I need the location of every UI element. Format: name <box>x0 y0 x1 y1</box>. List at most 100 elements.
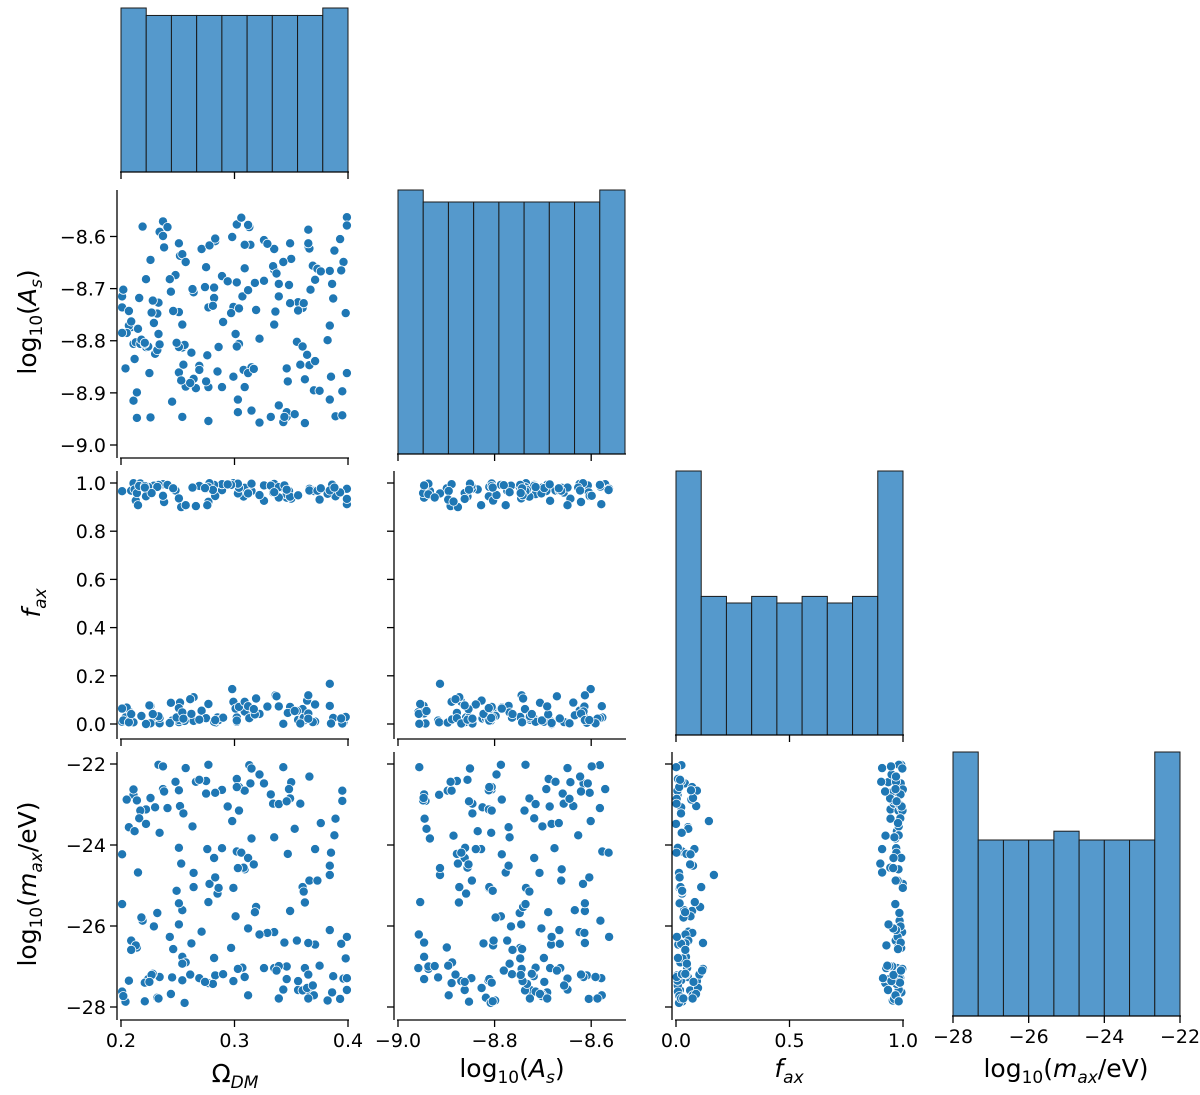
point-fax-omega-169 <box>281 484 292 495</box>
hist-bar-fax-6 <box>826 602 854 736</box>
point-max-omega-131 <box>140 818 151 829</box>
point-max-omega-55 <box>239 972 250 983</box>
point-as-omega-106 <box>324 265 335 276</box>
point-as-omega-161 <box>293 305 304 316</box>
point-as-omega-75 <box>310 274 321 285</box>
point-max-omega-37 <box>337 795 348 806</box>
point-as-omega-24 <box>328 293 339 304</box>
point-as-omega-39 <box>305 284 316 295</box>
point-max-as-175 <box>524 993 535 1004</box>
panel-fax-vs-as <box>387 471 626 746</box>
hist-bar-fax-4 <box>776 602 803 736</box>
point-as-omega-68 <box>258 275 269 286</box>
point-max-as-98 <box>414 762 425 773</box>
point-max-fax-178 <box>888 970 899 981</box>
point-as-omega-170 <box>194 364 205 375</box>
point-max-fax-2 <box>703 816 714 827</box>
hist-bar-max-7 <box>1129 839 1156 1017</box>
hist-bar-omega-5 <box>246 14 273 173</box>
point-max-as-82 <box>519 805 530 816</box>
panel-as-vs-as <box>397 189 626 461</box>
point-max-as-134 <box>450 969 461 980</box>
point-max-omega-120 <box>202 844 213 855</box>
hist-bar-as-3 <box>473 201 500 455</box>
point-max-as-53 <box>595 915 606 926</box>
hist-bar-max-0 <box>952 751 979 1017</box>
hist-bar-omega-3 <box>196 14 223 173</box>
point-as-omega-124 <box>118 284 129 295</box>
point-as-omega-2 <box>227 231 238 242</box>
point-max-omega-159 <box>222 801 233 812</box>
point-max-as-107 <box>529 813 540 824</box>
x-tick-label: −24 <box>1084 1026 1124 1048</box>
point-max-omega-110 <box>246 763 257 774</box>
point-max-as-141 <box>486 977 497 988</box>
y-tick-label: −26 <box>66 916 106 938</box>
point-max-omega-79 <box>281 974 292 985</box>
point-fax-omega-120 <box>202 500 213 511</box>
point-max-omega-170 <box>194 774 205 785</box>
point-fax-omega-179 <box>117 703 128 714</box>
point-max-as-142 <box>456 847 467 858</box>
point-as-omega-133 <box>324 320 335 331</box>
point-max-as-129 <box>543 907 554 918</box>
x-tick-label: 0.3 <box>219 1030 249 1052</box>
point-max-as-93 <box>520 759 531 770</box>
point-as-omega-129 <box>249 277 260 288</box>
point-fax-as-185 <box>487 482 498 493</box>
point-fax-as-187 <box>507 709 518 720</box>
point-max-omega-43 <box>228 976 239 987</box>
point-max-as-159 <box>544 801 555 812</box>
point-as-omega-142 <box>325 371 336 382</box>
point-fax-omega-160 <box>173 493 184 504</box>
y-tick-label: −8.8 <box>60 331 106 353</box>
point-max-omega-154 <box>164 931 175 942</box>
point-as-omega-83 <box>232 407 243 418</box>
point-fax-omega-186 <box>269 487 280 498</box>
point-as-omega-151 <box>123 305 134 316</box>
point-fax-omega-187 <box>126 709 137 720</box>
point-max-omega-160 <box>173 919 184 930</box>
point-fax-omega-174 <box>180 500 191 511</box>
point-as-omega-107 <box>134 292 145 303</box>
point-max-as-137 <box>592 993 603 1004</box>
hist-bar-fax-3 <box>751 595 778 736</box>
point-max-as-179 <box>496 849 507 860</box>
point-max-omega-104 <box>303 969 314 980</box>
hist-bar-omega-4 <box>221 14 248 173</box>
point-fax-omega-154 <box>164 718 175 729</box>
point-as-omega-169 <box>281 363 292 374</box>
point-as-omega-14 <box>285 238 296 249</box>
point-max-as-116 <box>478 938 489 949</box>
point-max-fax-172 <box>893 944 904 955</box>
point-as-omega-11 <box>246 405 257 416</box>
point-as-omega-183 <box>144 368 155 379</box>
point-max-as-19 <box>433 972 444 983</box>
point-max-omega-5 <box>330 813 341 824</box>
point-max-fax-165 <box>698 938 709 949</box>
hist-bar-fax-7 <box>852 595 879 736</box>
point-max-fax-119 <box>876 776 887 787</box>
point-max-omega-107 <box>134 813 145 824</box>
point-max-fax-120 <box>877 844 888 855</box>
point-max-as-89 <box>550 776 561 787</box>
xlabel-fax: fax <box>774 1054 804 1088</box>
point-max-as-165 <box>579 938 590 949</box>
point-max-as-136 <box>470 844 481 855</box>
hist-bar-fax-2 <box>725 602 753 736</box>
hist-bar-as-0 <box>397 189 424 455</box>
point-max-as-182 <box>586 761 597 772</box>
point-as-omega-140 <box>199 282 210 293</box>
point-max-as-154 <box>546 931 557 942</box>
point-fax-as-147 <box>554 713 565 724</box>
point-as-omega-65 <box>297 341 308 352</box>
point-as-omega-177 <box>147 295 158 306</box>
point-max-as-185 <box>487 996 498 1007</box>
point-fax-omega-132 <box>165 697 176 708</box>
point-max-as-139 <box>418 793 429 804</box>
point-fax-as-188 <box>498 480 509 491</box>
point-max-as-102 <box>537 821 548 832</box>
point-max-omega-181 <box>315 818 326 829</box>
point-max-omega-69 <box>278 984 289 995</box>
point-as-omega-69 <box>278 256 289 267</box>
